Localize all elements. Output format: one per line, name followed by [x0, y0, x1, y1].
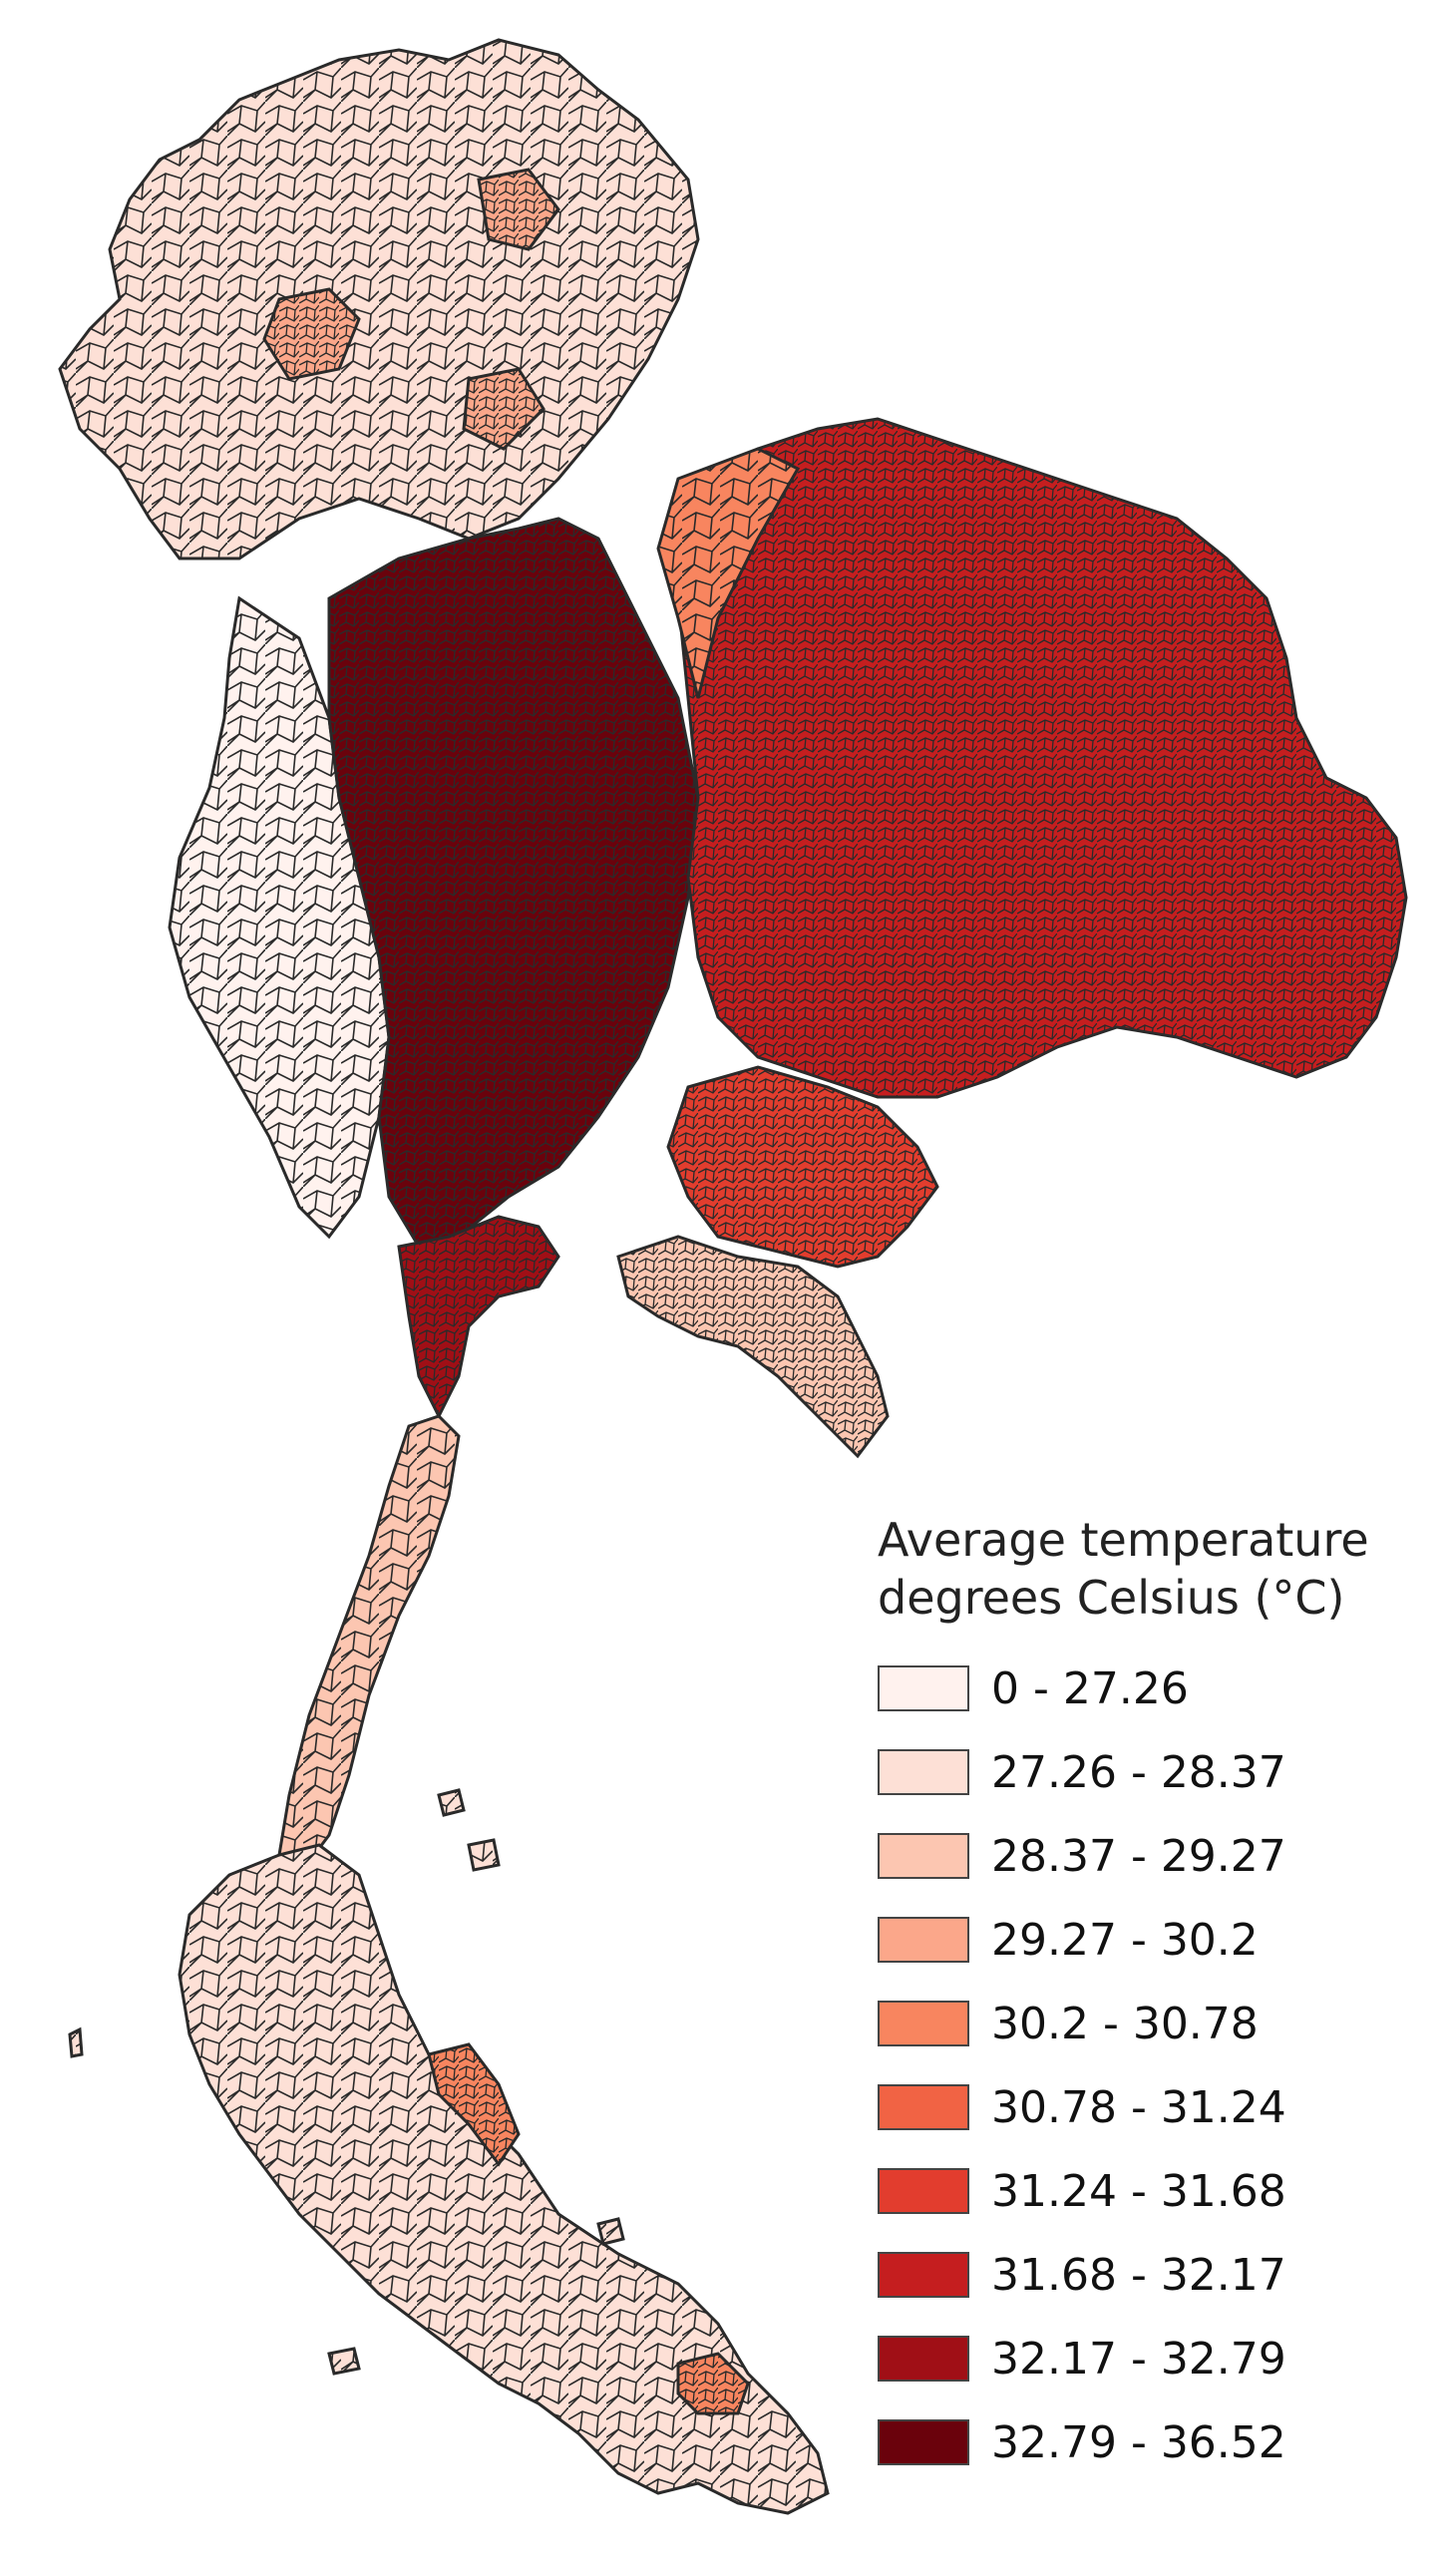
district-boundaries	[70, 2029, 82, 2056]
legend-rows: 0 - 27.26 27.26 - 28.37 28.37 - 29.27 29.27…	[878, 1647, 1436, 2484]
legend-swatch	[878, 2252, 969, 2298]
district-boundaries	[668, 1067, 937, 1267]
legend-swatch	[878, 2168, 969, 2214]
legend-item: 30.78 - 31.24	[878, 2065, 1436, 2149]
legend-label: 30.2 - 30.78	[991, 1998, 1259, 2049]
map-legend: Average temperature degrees Celsius (°C)…	[878, 1511, 1436, 2484]
district-boundaries	[678, 419, 1406, 1097]
district-boundaries	[264, 289, 359, 379]
legend-swatch	[878, 2084, 969, 2130]
legend-title-line-1: Average temperature	[878, 1513, 1369, 1567]
district-boundaries	[618, 1237, 888, 1456]
legend-item: 31.24 - 31.68	[878, 2149, 1436, 2233]
legend-label: 31.68 - 32.17	[991, 2249, 1286, 2301]
legend-swatch	[878, 2336, 969, 2382]
legend-swatch	[878, 1917, 969, 1963]
district-boundaries	[439, 1790, 464, 1815]
legend-item: 28.37 - 29.27	[878, 1814, 1436, 1898]
legend-swatch	[878, 1749, 969, 1795]
district-boundaries	[598, 2219, 623, 2244]
legend-item: 32.17 - 32.79	[878, 2317, 1436, 2400]
islands	[68, 1788, 625, 2376]
legend-label: 32.79 - 36.52	[991, 2416, 1286, 2468]
legend-swatch	[878, 2419, 969, 2465]
legend-label: 0 - 27.26	[991, 1662, 1189, 1714]
district-boundaries	[464, 369, 544, 449]
legend-label: 31.24 - 31.68	[991, 2165, 1286, 2217]
district-boundaries	[429, 2044, 519, 2164]
district-boundaries	[479, 170, 558, 249]
district-boundaries	[180, 1845, 828, 2513]
legend-label: 28.37 - 29.27	[991, 1830, 1286, 1882]
legend-item: 30.2 - 30.78	[878, 1982, 1436, 2065]
legend-item: 31.68 - 32.17	[878, 2233, 1436, 2317]
legend-label: 30.78 - 31.24	[991, 2081, 1286, 2133]
legend-label: 27.26 - 28.37	[991, 1746, 1286, 1798]
district-boundaries	[399, 1217, 558, 1416]
legend-label: 32.17 - 32.79	[991, 2333, 1286, 2385]
district-boundaries	[329, 519, 698, 1247]
legend-item: 32.79 - 36.52	[878, 2400, 1436, 2484]
legend-title-line-2: degrees Celsius (°C)	[878, 1571, 1345, 1625]
legend-item: 0 - 27.26	[878, 1647, 1436, 1730]
legend-label: 29.27 - 30.2	[991, 1914, 1259, 1966]
district-boundaries	[60, 40, 698, 558]
district-boundaries	[469, 1840, 499, 1870]
legend-swatch	[878, 2001, 969, 2046]
legend-item: 27.26 - 28.37	[878, 1730, 1436, 1814]
legend-swatch	[878, 1665, 969, 1711]
district-boundaries	[329, 2349, 359, 2374]
district-boundaries	[279, 1416, 459, 1875]
district-boundaries	[678, 2354, 748, 2413]
legend-item: 29.27 - 30.2	[878, 1898, 1436, 1982]
legend-swatch	[878, 1833, 969, 1879]
district-boundaries	[658, 449, 798, 698]
